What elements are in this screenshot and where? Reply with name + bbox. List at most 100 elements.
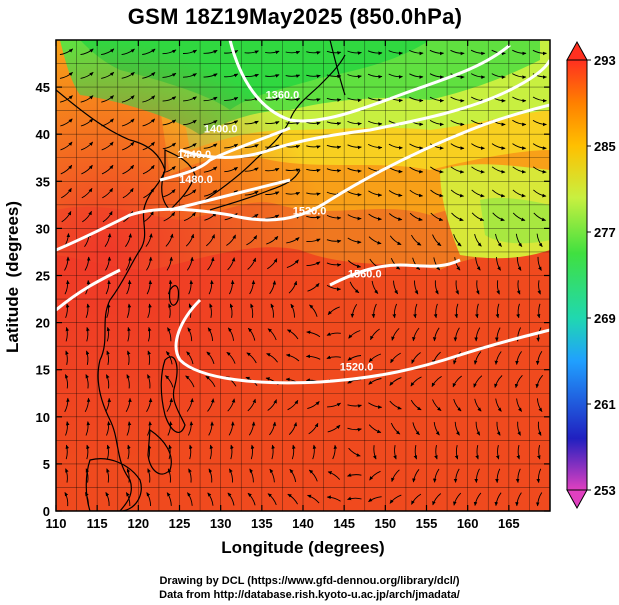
- wind-arrow: [105, 374, 110, 389]
- wind-arrow: [265, 191, 280, 196]
- wind-arrow: [496, 280, 500, 295]
- wind-arrow: [183, 189, 197, 197]
- x-tick-label: 150: [374, 516, 396, 531]
- wind-arrow: [84, 397, 91, 413]
- wind-arrow: [455, 280, 459, 295]
- wind-arrow: [536, 468, 542, 484]
- wind-arrow: [285, 74, 301, 78]
- wind-arrow: [347, 74, 362, 79]
- wind-arrow: [332, 444, 338, 460]
- wind-arrow: [392, 303, 398, 319]
- wind-arrow: [224, 120, 239, 125]
- wind-arrow: [450, 49, 465, 56]
- wind-arrow: [80, 95, 94, 103]
- wind-arrow: [105, 256, 112, 271]
- wind-arrow: [244, 73, 259, 78]
- wind-arrow: [326, 121, 342, 126]
- wind-arrow: [85, 492, 89, 507]
- wind-arrow: [186, 398, 194, 412]
- wind-arrow: [512, 119, 527, 127]
- wind-arrow: [189, 444, 193, 460]
- wind-arrow: [247, 398, 256, 412]
- wind-arrow: [102, 210, 113, 223]
- wind-arrow: [147, 374, 151, 389]
- wind-arrow: [207, 256, 215, 271]
- wind-arrow: [454, 303, 459, 319]
- wind-arrow: [265, 121, 280, 125]
- wind-arrow: [208, 468, 213, 483]
- wind-arrow: [227, 492, 235, 506]
- wind-arrow: [347, 404, 362, 408]
- wind-arrow: [536, 233, 543, 248]
- wind-arrow: [265, 214, 280, 219]
- wind-arrow: [327, 402, 341, 408]
- wind-arrow: [182, 73, 197, 78]
- coastlines: [56, 40, 346, 511]
- wind-arrow: [102, 187, 113, 199]
- wind-arrow: [411, 352, 421, 364]
- wind-arrow: [512, 49, 527, 56]
- wind-arrow: [347, 260, 362, 268]
- wind-arrow: [532, 96, 547, 103]
- wind-arrow: [168, 303, 172, 318]
- wind-arrow: [247, 327, 256, 341]
- wind-arrow: [533, 212, 547, 222]
- y-tick-label: 15: [36, 363, 50, 378]
- wind-arrow: [429, 120, 444, 127]
- wind-arrow: [64, 279, 70, 295]
- wind-arrow: [453, 468, 460, 483]
- wind-arrow: [121, 71, 135, 79]
- wind-arrow: [347, 473, 362, 477]
- wind-arrow: [246, 235, 258, 246]
- wind-arrow: [244, 144, 259, 148]
- colorbar-tick-label: 253: [594, 483, 616, 498]
- wind-arrow: [516, 444, 520, 460]
- wind-arrow: [248, 421, 256, 436]
- colorbar-tick-label: 293: [594, 53, 616, 68]
- wind-arrow: [347, 50, 362, 55]
- wind-arrow: [266, 235, 279, 245]
- wind-arrow: [106, 468, 110, 483]
- wind-arrow: [368, 378, 382, 385]
- wind-arrow: [368, 236, 382, 245]
- wind-arrow: [65, 421, 70, 436]
- wind-arrow: [433, 257, 441, 271]
- wind-arrow: [65, 303, 70, 318]
- wind-arrow: [265, 74, 280, 78]
- contour-label: 1480.0: [179, 174, 213, 186]
- wind-arrow: [433, 422, 440, 436]
- wind-arrow: [64, 397, 70, 413]
- x-axis-label: Longitude (degrees): [221, 538, 385, 557]
- wind-arrow: [453, 492, 462, 506]
- wind-arrow: [432, 468, 440, 483]
- wind-arrow: [326, 285, 342, 291]
- wind-arrow: [80, 71, 94, 79]
- lat-lon-grid: [56, 40, 550, 511]
- wind-arrow: [409, 189, 424, 198]
- wind-arrow: [162, 49, 177, 55]
- wind-arrow: [495, 444, 500, 460]
- wind-arrow: [347, 237, 362, 244]
- wind-arrow: [367, 50, 383, 56]
- wind-arrow: [163, 211, 176, 222]
- wind-arrow: [409, 143, 424, 150]
- wind-arrow: [516, 398, 523, 412]
- wind-arrow: [532, 143, 547, 150]
- wind-arrow: [512, 166, 527, 174]
- wind-arrow: [267, 258, 278, 270]
- wind-arrow: [388, 143, 403, 150]
- wind-arrow: [188, 279, 194, 295]
- wind-arrow: [205, 375, 216, 387]
- wind-arrow: [203, 120, 218, 125]
- credit-drawing: Drawing by DCL (https://www.gfd-dennou.o…: [159, 575, 460, 587]
- wind-arrow: [473, 492, 482, 507]
- wind-arrow: [286, 259, 299, 269]
- y-tick-label: 30: [36, 221, 50, 236]
- y-tick-label: 45: [36, 80, 50, 95]
- wind-arrow: [247, 257, 257, 270]
- wind-arrow: [326, 168, 342, 173]
- wind-arrow: [203, 49, 218, 54]
- wind-arrow: [187, 327, 193, 342]
- wind-arrow: [390, 352, 401, 364]
- wind-arrow: [327, 306, 340, 316]
